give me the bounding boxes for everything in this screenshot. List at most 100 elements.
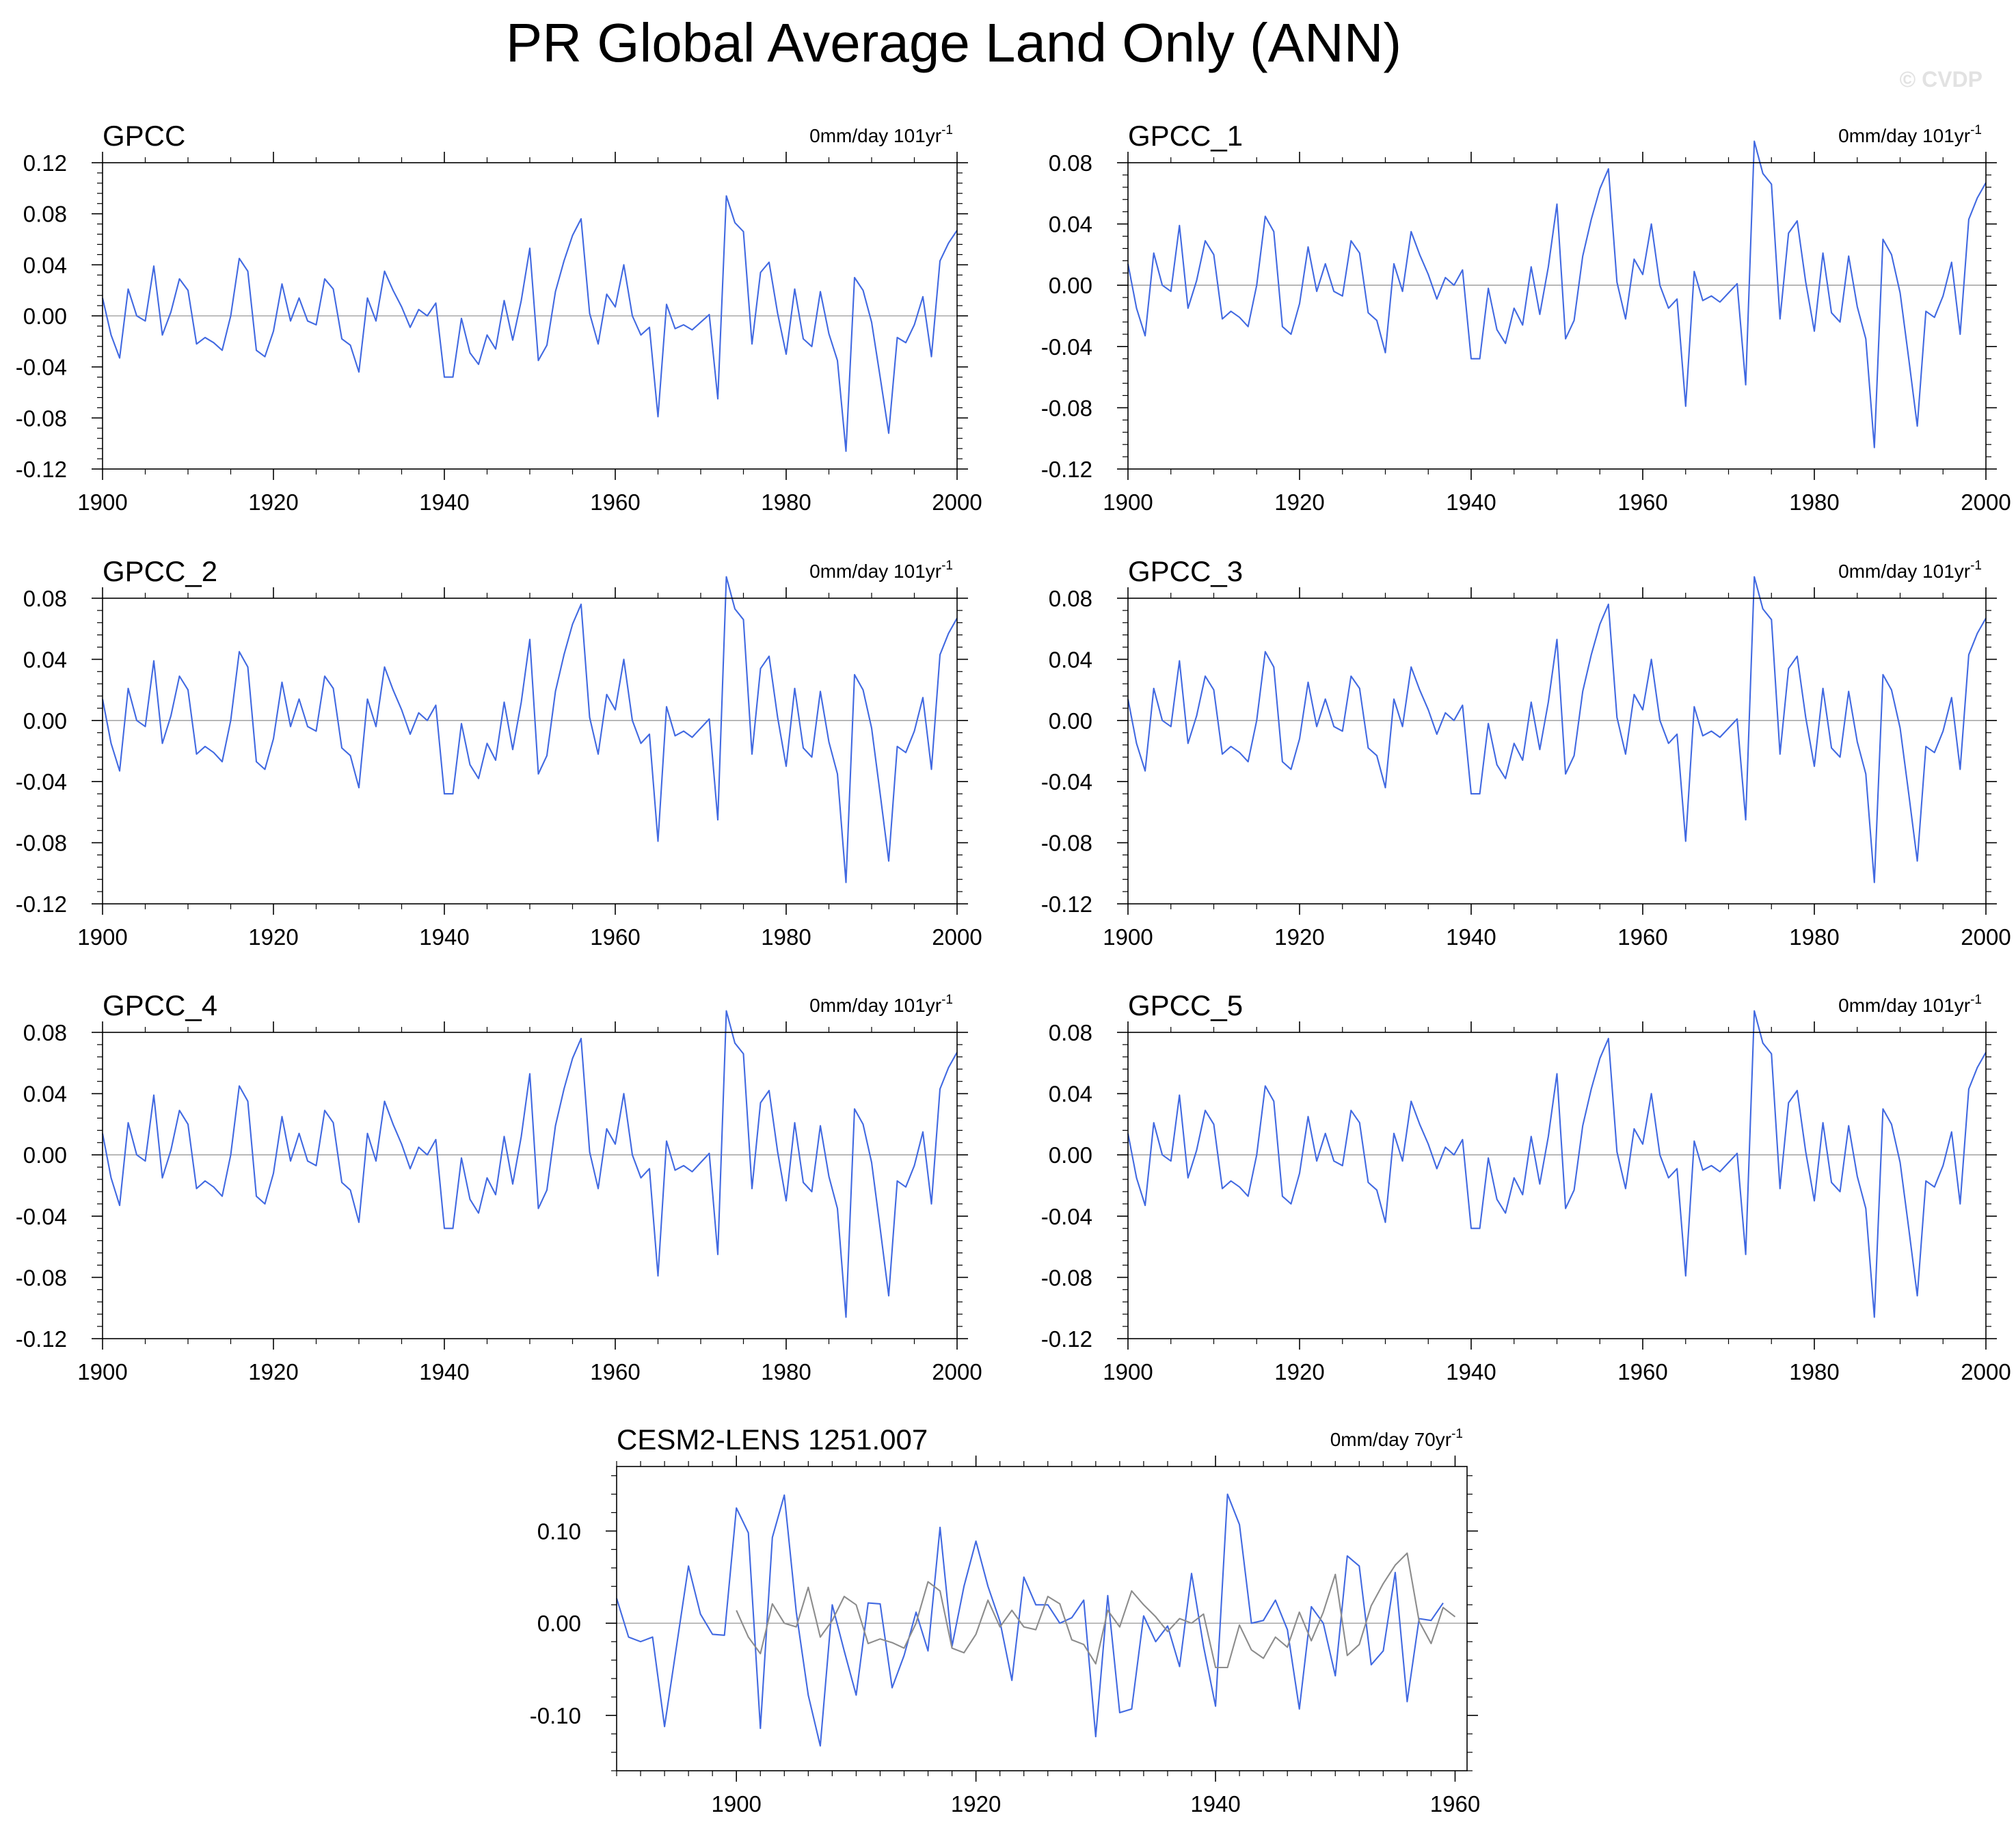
- y-tick-label: -0.08: [16, 831, 67, 856]
- series-line-primary: [1127, 576, 1987, 883]
- y-tick-label: 0.00: [23, 1142, 67, 1168]
- y-tick-label: 0.08: [1049, 1020, 1092, 1045]
- x-tick-label: 1920: [248, 924, 298, 950]
- x-tick-label: 1900: [712, 1791, 762, 1817]
- trend-label: 0mm/day 101yr-1: [809, 993, 953, 1016]
- x-tick-label: 1920: [1274, 490, 1324, 515]
- y-tick-label: 0.04: [23, 647, 67, 672]
- y-tick-label: -0.12: [16, 457, 67, 482]
- y-tick-label: 0.00: [1049, 1142, 1092, 1168]
- chart-panel-gpcc-2: 1900 1920 1940 1960 1980 2000 -0.12 -0.08 -0.04 0…: [16, 555, 982, 950]
- y-tick-label: 0.04: [1049, 647, 1092, 672]
- y-tick-label: -0.04: [16, 1204, 67, 1229]
- trend-label: 0mm/day 70yr-1: [1330, 1427, 1463, 1450]
- y-tick-label: 0.00: [1049, 273, 1092, 298]
- x-tick-label: 1980: [761, 924, 811, 950]
- y-tick-label: 0.04: [1049, 1082, 1092, 1107]
- x-tick-label: 1980: [1789, 924, 1839, 950]
- y-tick-label: -0.08: [1041, 1265, 1092, 1290]
- series-line-primary: [101, 195, 958, 452]
- x-tick-label: 1940: [419, 1359, 469, 1384]
- x-tick-label: 1960: [590, 924, 640, 950]
- panel-title: GPCC: [103, 120, 185, 152]
- x-tick-label: 1940: [1446, 924, 1496, 950]
- trend-label: 0mm/day 101yr-1: [1838, 123, 1982, 146]
- y-tick-label: -0.04: [1041, 769, 1092, 794]
- x-tick-label: 2000: [932, 924, 982, 950]
- x-tick-label: 1900: [1103, 1359, 1153, 1384]
- y-tick-label: 0.04: [1049, 212, 1092, 237]
- x-tick-label: 2000: [932, 1359, 982, 1384]
- trend-label: 0mm/day 101yr-1: [1838, 993, 1982, 1016]
- y-tick-label: -0.04: [16, 355, 67, 380]
- x-tick-label: 2000: [1961, 1359, 2011, 1384]
- y-tick-label: -0.10: [530, 1703, 581, 1728]
- y-tick-label: 0.08: [1049, 150, 1092, 176]
- x-tick-label: 1940: [1446, 490, 1496, 515]
- chart-panel-gpcc-3: 1900 1920 1940 1960 1980 2000 -0.12 -0.08 -0.04 0…: [1041, 555, 2011, 950]
- chart-panel-gpcc-5: 1900 1920 1940 1960 1980 2000 -0.12 -0.08 -0.04 0…: [1041, 989, 2011, 1384]
- y-tick-label: -0.08: [16, 405, 67, 431]
- series-line-primary: [101, 1010, 958, 1318]
- series-line-primary: [101, 576, 958, 883]
- chart-panel-gpcc-1: 1900 1920 1940 1960 1980 2000 -0.12 -0.08 -0.04 0…: [1041, 120, 2011, 515]
- y-tick-label: 0.04: [23, 252, 67, 278]
- series-line-primary: [1127, 140, 1987, 448]
- x-tick-label: 1900: [1103, 924, 1153, 950]
- y-tick-label: -0.08: [1041, 395, 1092, 420]
- panel-title: GPCC_1: [1128, 120, 1243, 152]
- y-tick-label: 0.08: [1049, 586, 1092, 611]
- y-tick-label: -0.08: [1041, 831, 1092, 856]
- x-tick-label: 1940: [419, 490, 469, 515]
- x-tick-label: 1980: [1789, 1359, 1839, 1384]
- x-tick-label: 1900: [77, 924, 127, 950]
- x-tick-label: 1900: [1103, 490, 1153, 515]
- x-tick-label: 1900: [77, 490, 127, 515]
- y-tick-label: 0.00: [23, 304, 67, 329]
- x-tick-label: 1960: [1617, 1359, 1667, 1384]
- y-tick-label: -0.12: [1041, 892, 1092, 917]
- trend-label: 0mm/day 101yr-1: [809, 559, 953, 582]
- x-tick-label: 2000: [932, 490, 982, 515]
- x-tick-label: 1920: [1274, 924, 1324, 950]
- y-tick-label: 0.00: [1049, 708, 1092, 734]
- chart-panels: 1900 1920 1940 1960 1980 2000 -0.12 -0.08 -0.04 0…: [16, 120, 2011, 1817]
- y-tick-label: 0.12: [23, 150, 67, 176]
- x-tick-label: 1920: [248, 490, 298, 515]
- x-tick-label: 1920: [248, 1359, 298, 1384]
- x-tick-label: 2000: [1961, 924, 2011, 950]
- y-tick-label: -0.04: [1041, 1204, 1092, 1229]
- panel-title: GPCC_2: [103, 555, 217, 587]
- y-tick-label: -0.04: [1041, 334, 1092, 360]
- x-tick-label: 1960: [590, 1359, 640, 1384]
- y-tick-label: -0.04: [16, 769, 67, 794]
- y-tick-label: 0.08: [23, 202, 67, 227]
- series-line-primary: [615, 1493, 1444, 1747]
- x-tick-label: 2000: [1961, 490, 2011, 515]
- x-tick-label: 1960: [1617, 924, 1667, 950]
- x-tick-label: 1960: [590, 490, 640, 515]
- plot-frame: [616, 1466, 1468, 1771]
- x-tick-label: 1920: [1274, 1359, 1324, 1384]
- chart-panel-gpcc-4: 1900 1920 1940 1960 1980 2000 -0.12 -0.08 -0.04 0…: [16, 989, 982, 1384]
- series-line-secondary: [736, 1552, 1456, 1669]
- y-tick-label: -0.12: [1041, 1326, 1092, 1352]
- panel-title: CESM2-LENS 1251.007: [617, 1423, 928, 1456]
- x-tick-label: 1960: [1430, 1791, 1480, 1817]
- series-line-primary: [1127, 1010, 1987, 1318]
- chart-panel-cesm2-lens-1251-007: 1900 1920 1940 1960 -0.10 0.00 0.10 CESM2-LENS …: [530, 1423, 1480, 1817]
- x-tick-label: 1980: [1789, 490, 1839, 515]
- panel-title: GPCC_3: [1128, 555, 1243, 587]
- cvdp-watermark: © CVDP: [1900, 67, 1983, 92]
- chart-panel-gpcc: 1900 1920 1940 1960 1980 2000 -0.12 -0.08 -0.04 0…: [16, 120, 982, 515]
- figure-title: PR Global Average Land Only (ANN): [506, 12, 1401, 73]
- y-tick-label: 0.08: [23, 1020, 67, 1045]
- y-tick-label: 0.00: [537, 1611, 581, 1636]
- x-tick-label: 1920: [951, 1791, 1001, 1817]
- trend-label: 0mm/day 101yr-1: [1838, 559, 1982, 582]
- x-tick-label: 1940: [1446, 1359, 1496, 1384]
- y-tick-label: -0.08: [16, 1265, 67, 1290]
- y-tick-label: 0.04: [23, 1082, 67, 1107]
